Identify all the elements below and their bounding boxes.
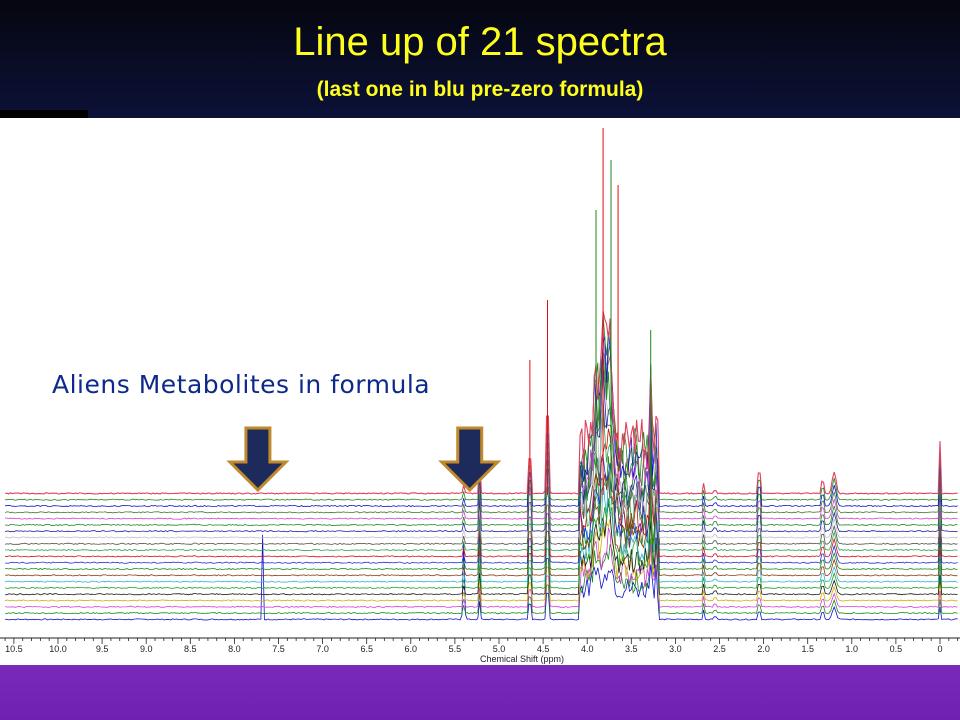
- x-tick-label: 0.5: [890, 644, 903, 654]
- spectrum-trace-11: [5, 428, 958, 558]
- x-tick-label: 7.0: [316, 644, 329, 654]
- corner-tab: [0, 110, 88, 118]
- x-tick-label: 4.5: [537, 644, 550, 654]
- spectrum-trace-14: [5, 383, 958, 539]
- aliens-metabolites-annotation: Aliens Metabolites in formula: [52, 370, 431, 399]
- x-tick-label: 10.0: [49, 644, 67, 654]
- x-tick-label: 2.0: [757, 644, 770, 654]
- spectrum-trace-16: [5, 353, 958, 527]
- x-axis-label: Chemical Shift (ppm): [480, 654, 564, 664]
- spectrum-trace-21: [4, 310, 958, 495]
- x-tick-label: 1.5: [801, 644, 814, 654]
- slide-title: Line up of 21 spectra: [293, 20, 667, 64]
- slide-subtitle: (last one in blu pre-zero formula): [316, 78, 644, 101]
- spectrum-trace-20: [4, 314, 958, 501]
- x-tick-label: 6.5: [360, 644, 373, 654]
- spectrum-trace-1: [5, 534, 958, 621]
- down-arrow-icon: [438, 426, 502, 493]
- spectrum-trace-18: [4, 343, 958, 514]
- down-arrow-icon: [226, 426, 290, 493]
- spectrum-trace-7: [4, 478, 958, 583]
- spectrum-trace-2: [5, 538, 958, 615]
- nmr-plot-area: 10.5 10.0 9.5 9.0 8.5 8.0 7.5 7.0 6.5 6.0 5.5 5.0 4.…: [0, 118, 960, 665]
- x-tick-label: 8.0: [228, 644, 241, 654]
- x-tick-label: 8.5: [184, 644, 197, 654]
- x-tick-label: 4.0: [581, 644, 594, 654]
- spectrum-trace-9: [5, 456, 958, 571]
- x-tick-label: 9.5: [96, 644, 109, 654]
- x-tick-label: 6.0: [405, 644, 418, 654]
- x-tick-label: 2.5: [713, 644, 726, 654]
- spectrum-trace-8: [5, 473, 958, 577]
- x-tick-label: 5.0: [493, 644, 506, 654]
- x-tick-label: 10.5: [5, 644, 23, 654]
- spectrum-trace-6: [4, 498, 958, 590]
- footer-bar: [0, 665, 960, 720]
- spectrum-trace-4: [4, 513, 958, 602]
- annotation-arrows: [226, 426, 502, 493]
- spectrum-trace-10: [5, 456, 958, 564]
- spectrum-trace-13: [4, 398, 958, 545]
- title-banner: Line up of 21 spectra (last one in blu p…: [0, 0, 960, 118]
- x-axis: 10.5 10.0 9.5 9.0 8.5 8.0 7.5 7.0 6.5 6.0 5.5 5.0 4.…: [0, 637, 960, 654]
- x-tick-label: 9.0: [140, 644, 153, 654]
- nmr-spectra-chart: 10.5 10.0 9.5 9.0 8.5 8.0 7.5 7.0 6.5 6.0 5.5 5.0 4.…: [0, 128, 960, 664]
- spectrum-trace-12: [5, 410, 958, 552]
- spectrum-trace-3: [4, 527, 958, 608]
- spectrum-trace-17: [5, 328, 958, 520]
- x-tick-label: 1.0: [846, 644, 859, 654]
- spectra-traces: [4, 128, 958, 621]
- x-tick-label: 5.5: [449, 644, 462, 654]
- spectrum-trace-15: [4, 360, 958, 533]
- x-tick-label: 0: [937, 644, 942, 654]
- x-tick-label: 3.0: [669, 644, 682, 654]
- spectrum-trace-19: [5, 332, 958, 508]
- x-tick-label: 3.5: [625, 644, 638, 654]
- x-tick-label: 7.5: [272, 644, 285, 654]
- spectrum-trace-5: [5, 502, 958, 596]
